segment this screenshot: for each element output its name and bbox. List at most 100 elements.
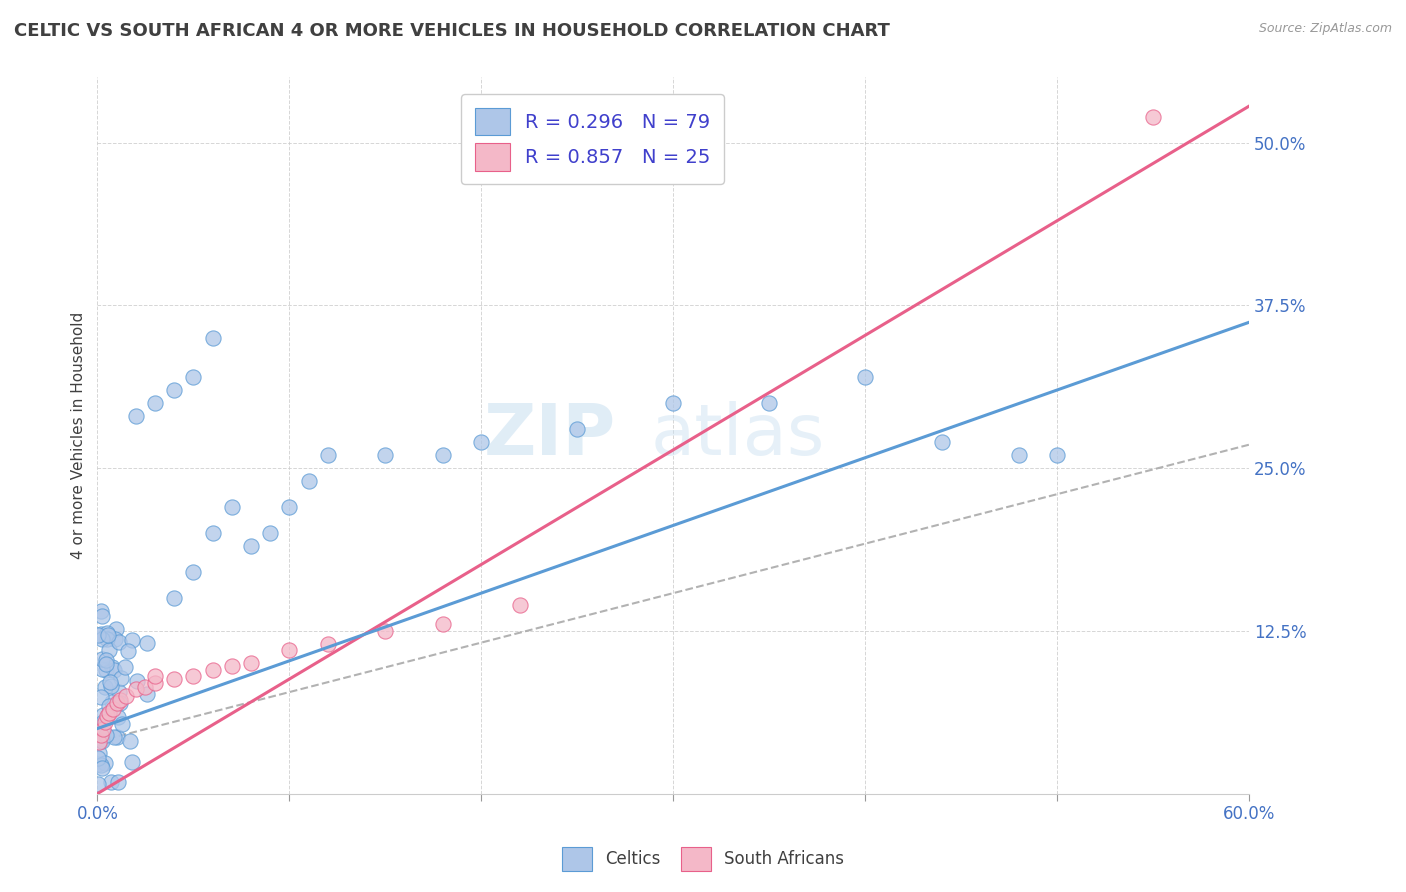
Point: [316, 448, 339, 462]
Point: [136, 636, 159, 650]
Point: [91, 722, 114, 736]
Point: [100, 679, 122, 693]
Point: [278, 643, 301, 657]
Point: [91, 715, 114, 730]
Point: [103, 730, 125, 744]
Point: [115, 689, 138, 703]
Point: [91, 708, 114, 723]
Point: [87, 723, 110, 738]
Point: [90, 734, 112, 748]
Point: [105, 696, 128, 710]
Point: [117, 644, 139, 658]
Point: [96, 653, 118, 667]
Point: [662, 396, 685, 410]
Point: [90, 662, 112, 676]
Point: [853, 370, 876, 384]
Point: [143, 676, 166, 690]
Point: [87, 747, 110, 761]
Point: [121, 755, 143, 769]
Point: [183, 370, 205, 384]
Point: [201, 526, 224, 541]
Point: [278, 500, 301, 515]
Point: [90, 627, 112, 641]
Point: [1046, 448, 1069, 462]
Point: [104, 622, 127, 636]
Point: [90, 757, 112, 772]
Point: [107, 710, 129, 724]
Point: [316, 637, 339, 651]
Point: [94, 714, 117, 729]
Text: Source: ZipAtlas.com: Source: ZipAtlas.com: [1258, 22, 1392, 36]
Point: [90, 733, 112, 747]
Point: [100, 775, 122, 789]
Point: [163, 591, 186, 606]
Point: [1142, 110, 1164, 124]
Point: [1008, 448, 1031, 462]
Point: [91, 652, 114, 666]
Point: [114, 660, 136, 674]
Point: [432, 448, 454, 462]
Point: [94, 728, 117, 742]
Point: [221, 500, 243, 515]
Point: [98, 643, 121, 657]
Point: [134, 680, 156, 694]
Point: [163, 672, 186, 686]
Point: [103, 663, 125, 677]
Point: [111, 717, 134, 731]
Point: [89, 734, 111, 748]
Point: [143, 396, 166, 410]
Point: [163, 383, 186, 397]
Point: [94, 657, 117, 671]
Point: [201, 331, 224, 345]
Point: [470, 435, 492, 450]
Point: [97, 628, 120, 642]
Point: [90, 609, 112, 624]
Point: [201, 663, 224, 677]
Point: [221, 659, 243, 673]
Point: [86, 777, 108, 791]
Point: [101, 702, 124, 716]
Point: [96, 708, 118, 723]
Point: [136, 687, 159, 701]
Point: [374, 448, 396, 462]
Y-axis label: 4 or more Vehicles in Household: 4 or more Vehicles in Household: [72, 312, 86, 559]
Point: [239, 539, 262, 553]
Point: [97, 699, 120, 714]
Point: [509, 598, 531, 612]
Point: [107, 775, 129, 789]
Point: [98, 675, 121, 690]
Point: [259, 526, 281, 541]
Point: [758, 396, 780, 410]
Point: [90, 690, 112, 704]
Point: [108, 635, 131, 649]
Point: [90, 728, 112, 742]
Point: [108, 696, 131, 710]
Point: [143, 669, 166, 683]
Point: [125, 674, 148, 689]
Point: [110, 693, 132, 707]
Point: [110, 671, 132, 685]
Text: ZIP: ZIP: [484, 401, 616, 470]
Legend: R = 0.296   N = 79, R = 0.857   N = 25: R = 0.296 N = 79, R = 0.857 N = 25: [461, 95, 724, 185]
Point: [87, 627, 110, 641]
Point: [90, 761, 112, 775]
Point: [93, 680, 115, 694]
Point: [374, 624, 396, 638]
Point: [125, 682, 148, 697]
Point: [105, 730, 128, 744]
Point: [100, 695, 122, 709]
Text: atlas: atlas: [650, 401, 824, 470]
Point: [100, 660, 122, 674]
Point: [86, 750, 108, 764]
Text: CELTIC VS SOUTH AFRICAN 4 OR MORE VEHICLES IN HOUSEHOLD CORRELATION CHART: CELTIC VS SOUTH AFRICAN 4 OR MORE VEHICL…: [14, 22, 890, 40]
Point: [931, 435, 953, 450]
Point: [239, 657, 262, 671]
Point: [567, 422, 589, 436]
Point: [432, 617, 454, 632]
Point: [107, 684, 129, 698]
Point: [96, 626, 118, 640]
Point: [120, 734, 142, 748]
Point: [125, 409, 148, 423]
Point: [96, 632, 118, 646]
Point: [87, 756, 110, 771]
